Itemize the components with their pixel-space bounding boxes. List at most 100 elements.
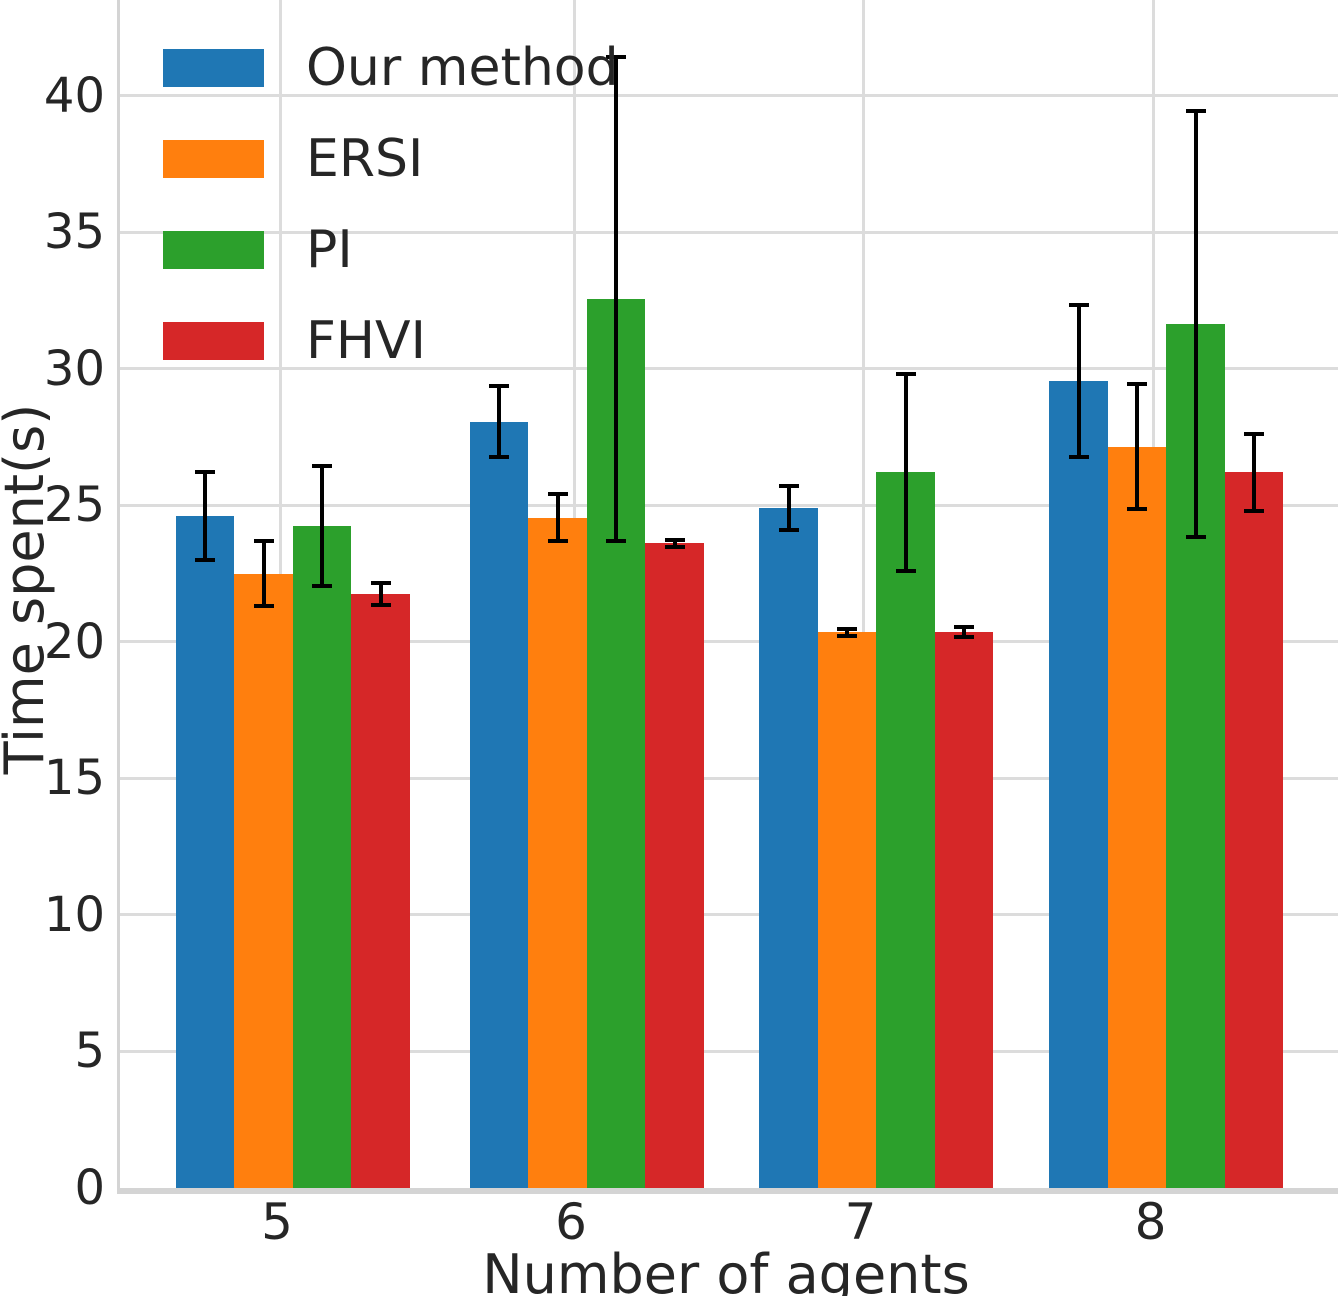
bar-fhvi <box>351 594 410 1188</box>
error-bar <box>614 57 619 541</box>
error-bar <box>1252 434 1257 511</box>
error-bar-cap <box>312 463 333 468</box>
error-bar-cap <box>606 55 627 60</box>
error-bar <box>786 486 791 530</box>
error-bar <box>845 628 850 636</box>
bar-fhvi <box>645 543 704 1188</box>
legend: Our method ERSI PI FHVI <box>163 42 619 367</box>
bar-our-method <box>1049 380 1108 1188</box>
x-tick-label: 5 <box>261 1193 293 1251</box>
error-bar-cap <box>312 583 333 588</box>
error-bar-cap <box>195 470 216 475</box>
error-bar-cap <box>253 538 274 543</box>
error-bar-cap <box>1068 455 1089 460</box>
y-tick-label: 35 <box>43 204 105 261</box>
y-gridline <box>120 1049 1338 1053</box>
error-bar <box>497 386 502 458</box>
error-bar <box>1193 110 1198 537</box>
error-bar-cap <box>954 625 975 630</box>
bar-our-method <box>759 507 818 1188</box>
error-bar-cap <box>664 544 685 549</box>
error-bar-cap <box>778 484 799 489</box>
error-bar-cap <box>253 604 274 609</box>
error-bar-cap <box>1185 534 1206 539</box>
y-tick-label: 0 <box>74 1160 105 1216</box>
x-axis-label: Number of agents <box>482 1243 970 1296</box>
legend-swatch <box>163 140 264 178</box>
error-bar-cap <box>195 557 216 562</box>
bar-our-method <box>469 421 529 1188</box>
legend-item-pi: PI <box>163 224 619 276</box>
y-tick-label: 25 <box>43 477 105 534</box>
y-gridline <box>120 503 1338 507</box>
error-bar-cap <box>664 538 685 543</box>
error-bar-cap <box>895 372 916 377</box>
error-bar-cap <box>1127 507 1148 512</box>
error-bar-cap <box>1244 432 1265 437</box>
error-bar-cap <box>547 492 568 497</box>
error-bar-cap <box>778 527 799 532</box>
error-bar-cap <box>547 538 568 543</box>
legend-item-ersi: ERSI <box>163 133 619 185</box>
error-bar <box>672 540 677 547</box>
legend-swatch <box>163 322 264 360</box>
bar-ersi <box>1107 446 1167 1188</box>
error-bar-cap <box>1068 302 1089 307</box>
error-bar <box>1135 383 1140 510</box>
bar-our-method <box>175 516 235 1188</box>
y-gridline <box>120 367 1338 371</box>
error-bar <box>555 494 560 541</box>
y-gridline <box>120 640 1338 644</box>
error-bar <box>962 627 967 638</box>
y-gridline <box>120 913 1338 917</box>
bar-ersi <box>234 573 293 1188</box>
y-tick-label: 40 <box>43 67 105 124</box>
plot-area <box>117 0 1338 1194</box>
error-bar-cap <box>606 538 627 543</box>
error-bar-cap <box>1244 508 1265 513</box>
y-gridline <box>120 230 1338 234</box>
y-tick-label: 15 <box>43 750 105 807</box>
error-bar-cap <box>1127 381 1148 386</box>
bar-pi <box>876 472 935 1188</box>
bar-fhvi <box>934 632 994 1188</box>
error-bar-cap <box>489 384 510 389</box>
error-bar-cap <box>837 626 858 631</box>
y-axis-label: Time spent(s) <box>0 403 56 775</box>
bar-pi <box>292 525 352 1188</box>
legend-swatch <box>163 49 264 87</box>
bar-ersi <box>528 517 587 1188</box>
legend-label: PI <box>306 220 353 280</box>
legend-label: FHVI <box>306 311 426 371</box>
error-bar <box>378 583 383 605</box>
error-bar-cap <box>370 602 391 607</box>
error-bar-cap <box>895 568 916 573</box>
x-gridline <box>862 0 865 1188</box>
error-bar-cap <box>489 455 510 460</box>
y-tick-label: 5 <box>74 1023 105 1080</box>
legend-label: Our method <box>306 38 619 98</box>
x-tick-label: 7 <box>844 1193 877 1251</box>
error-bar <box>203 472 208 560</box>
error-bar-cap <box>837 633 858 638</box>
bar-fhvi <box>1224 472 1284 1188</box>
error-bar <box>1076 304 1081 458</box>
y-tick-label: 10 <box>43 886 105 943</box>
error-bar <box>320 465 325 586</box>
error-bar-cap <box>1185 108 1206 113</box>
legend-item-fhvi: FHVI <box>163 315 619 367</box>
bar-ersi <box>817 632 877 1188</box>
y-tick-label: 30 <box>43 340 105 397</box>
y-gridline <box>120 776 1338 780</box>
error-bar-cap <box>370 581 391 586</box>
error-bar <box>903 374 908 571</box>
legend-item-our-method: Our method <box>163 42 619 94</box>
x-tick-label: 8 <box>1134 1193 1167 1251</box>
error-bar <box>261 540 266 607</box>
x-tick-label: 6 <box>555 1193 587 1251</box>
legend-swatch <box>163 231 264 269</box>
error-bar-cap <box>954 635 975 640</box>
legend-label: ERSI <box>306 129 424 189</box>
y-gridline <box>120 94 1338 98</box>
